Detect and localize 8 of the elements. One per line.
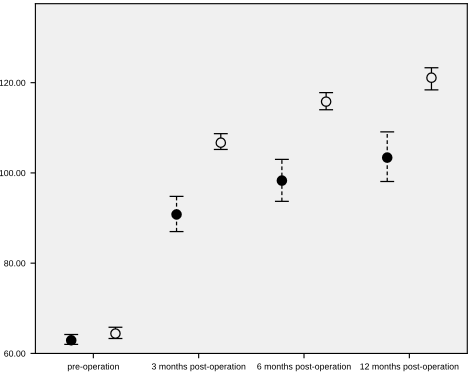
x-tick-label: 12 months post-operation [360,363,458,372]
x-tick-label: 3 months post-operation [152,363,246,372]
y-tick-label: 120.00 [0,80,26,86]
y-tick-label: 100.00 [0,170,26,176]
x-tick-label: pre-operation [68,363,119,372]
x-tick-label: 6 months post-operation [257,363,351,372]
y-tick-label: 60.00 [4,350,26,357]
y-tick-label: 80.00 [4,260,26,266]
